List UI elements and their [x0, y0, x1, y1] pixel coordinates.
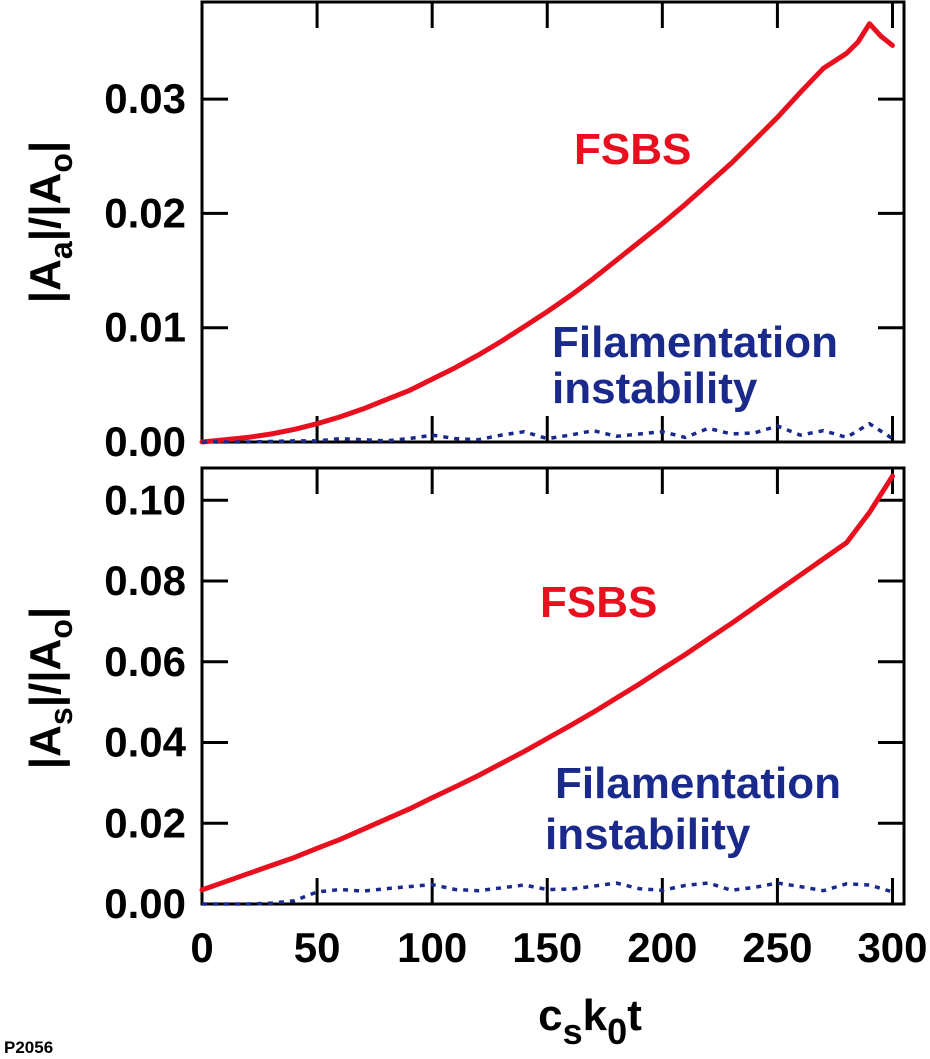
x-tick-label: 250 — [742, 924, 812, 971]
top-filamentation-label-1: Filamentation — [552, 318, 838, 367]
x-tick-label: 200 — [627, 924, 697, 971]
top-fsbs-label: FSBS — [574, 125, 691, 174]
bottom-fsbs-label: FSBS — [540, 578, 657, 627]
top-panel: 0.00 0.01 0.02 0.03 |Aa|/|Ao| FSBS Filament… — [21, 0, 906, 465]
bottom-filamentation-line — [202, 881, 894, 906]
bottom-ticks — [202, 468, 904, 904]
top-series — [199, 21, 895, 445]
x-axis-title: csk0t — [538, 991, 642, 1052]
figure-code: P2056 — [4, 1038, 53, 1057]
x-tick-label: 50 — [294, 924, 341, 971]
top-y-tick-label: 0.03 — [104, 75, 186, 122]
bottom-y-tick-label: 0.02 — [104, 799, 186, 846]
top-y-tick-label: 0.01 — [104, 304, 186, 351]
bottom-y-tick-label: 0.10 — [104, 476, 186, 523]
bottom-y-axis-title: |As|/|Ao| — [21, 607, 79, 769]
bottom-plot-frame — [200, 466, 906, 906]
bottom-panel: 0.00 0.02 0.04 0.06 0.08 0.10 0 50 100 150 200 250… — [21, 466, 928, 971]
top-fsbs-line — [199, 21, 895, 445]
bottom-y-tick-labels: 0.00 0.02 0.04 0.06 0.08 0.10 — [104, 476, 186, 927]
x-tick-label: 300 — [857, 924, 927, 971]
top-y-tick-label: 0.02 — [104, 189, 186, 236]
bottom-series — [199, 473, 895, 906]
bottom-y-tick-label: 0.08 — [104, 557, 186, 604]
x-tick-label: 0 — [190, 924, 213, 971]
top-y-tick-label: 0.00 — [104, 418, 186, 465]
top-y-tick-labels: 0.00 0.01 0.02 0.03 — [104, 75, 186, 465]
bottom-filamentation-label-2: instability — [545, 810, 751, 859]
bottom-filamentation-label-1: Filamentation — [555, 759, 841, 808]
top-ticks — [202, 2, 904, 442]
bottom-fsbs-line — [199, 473, 895, 893]
bottom-y-tick-label: 0.06 — [104, 638, 186, 685]
top-y-axis-title: |Aa|/|Ao| — [21, 141, 79, 303]
x-tick-labels: 0 50 100 150 200 250 300 — [190, 924, 927, 971]
bottom-y-tick-label: 0.04 — [104, 719, 186, 766]
x-tick-label: 100 — [397, 924, 467, 971]
bottom-y-tick-label: 0.00 — [104, 880, 186, 927]
x-tick-label: 150 — [512, 924, 582, 971]
top-plot-frame — [200, 0, 906, 444]
top-filamentation-label-2: instability — [552, 364, 758, 413]
